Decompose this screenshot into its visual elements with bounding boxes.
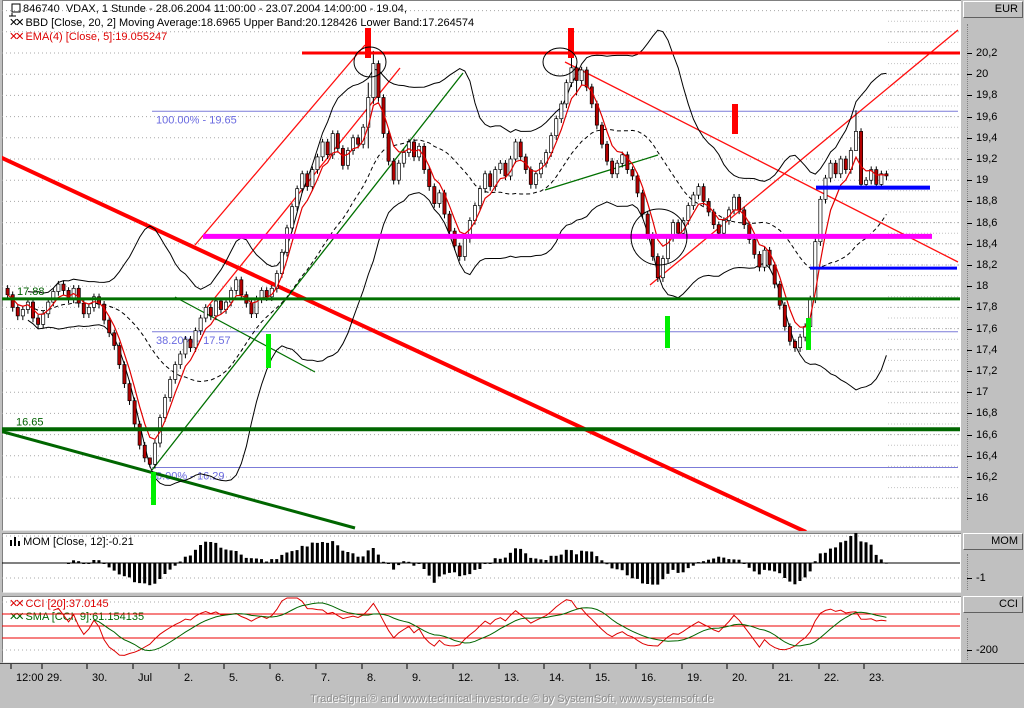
axis-tick-mark	[967, 117, 972, 118]
x-axis-label: 23.	[869, 672, 885, 684]
x-axis-label: 16.	[641, 672, 657, 684]
price-tick-label: 18,8	[976, 195, 998, 207]
price-tick-label: -200	[976, 644, 999, 656]
x-axis-label: 20.	[732, 672, 748, 684]
price-axis-panel[interactable]: EUR MOM CCI 20,2 20 19,8 19,6 19,4 19,2 19 18,8…	[962, 0, 1024, 663]
cci-indicator-label: ✕✕ CCI [20]:37.0145	[9, 598, 109, 610]
chart-title: 846740 VDAX, 1 Stunde - 28.06.2004 11:00…	[23, 3, 407, 15]
price-tick-label: 16,8	[976, 407, 998, 419]
axis-tick-mark	[967, 159, 972, 160]
price-tick-label: 19,4	[976, 132, 998, 144]
ema-indicator-label: ✕✕ EMA(4) [Close, 5]:19.055247	[9, 31, 168, 43]
x-axis-label: 29.	[47, 672, 63, 684]
histogram-icon	[10, 537, 20, 546]
axis-tick-mark	[967, 477, 972, 478]
cci-panel[interactable]: ✕✕ CCI [20]:37.0145 ✕✕ SMA [CCI, 9]:61.154…	[2, 596, 961, 663]
price-tick-label: 16	[976, 492, 989, 504]
sma-cci-indicator-label: ✕✕ SMA [CCI, 9]:61.154135	[9, 611, 145, 623]
x-axis-label: Jul	[138, 672, 153, 684]
axis-tick-mark	[967, 95, 972, 96]
axis-tick-mark	[967, 74, 972, 75]
axis-tick-mark	[967, 578, 972, 579]
x-axis-label: 22.	[824, 672, 840, 684]
x-axis-label: 30.	[92, 672, 108, 684]
price-tick-label: 18,2	[976, 259, 998, 271]
axis-tick-mark	[967, 371, 972, 372]
mom-indicator-label: MOM [Close, 12]:-0.21	[9, 536, 134, 548]
axis-tick-leader	[967, 24, 969, 520]
price-tick-label: 19	[976, 174, 989, 186]
mom-axis-label: MOM	[963, 533, 1023, 550]
axis-tick-leader	[967, 618, 969, 660]
x-axis-label: 21.	[778, 672, 794, 684]
indicator-icon: ✕✕	[9, 17, 25, 29]
status-bar: TradeSignal® and www.technical-investor.…	[0, 691, 1024, 708]
price-tick-label: 19,2	[976, 153, 998, 165]
indicator-icon: ✕✕	[9, 31, 25, 43]
axis-tick-mark	[967, 180, 972, 181]
price-tick-label: 20,2	[976, 47, 998, 59]
price-tick-label: 16,6	[976, 429, 998, 441]
currency-label: EUR	[963, 1, 1023, 18]
x-axis-label: 5.	[229, 672, 239, 684]
cci-axis-label: CCI	[963, 596, 1023, 613]
time-axis[interactable]: 12:00 29. 30. Jul 2. 5. 6. 7. 8. 9. 12. 13. 14. 15. 16…	[0, 663, 1024, 691]
x-axis-label: 8.	[367, 672, 377, 684]
axis-tick-mark	[967, 329, 972, 330]
price-tick-label: 16,2	[976, 471, 998, 483]
price-tick-label: 17,6	[976, 323, 998, 335]
price-tick-label: 19,6	[976, 111, 998, 123]
x-axis-label: 12:00	[16, 672, 44, 684]
axis-tick-mark	[967, 392, 972, 393]
indicator-icon: ✕✕	[9, 598, 25, 610]
axis-tick-mark	[967, 435, 972, 436]
price-chart-panel[interactable]: 846740 VDAX, 1 Stunde - 28.06.2004 11:00…	[2, 0, 961, 531]
axis-tick-mark	[967, 413, 972, 414]
bbd-indicator-label: ✕✕ BBD [Close, 20, 2] Moving Average:18.6…	[9, 17, 475, 29]
price-tick-label: 18,6	[976, 217, 998, 229]
axis-tick-mark	[967, 307, 972, 308]
x-axis-label: 9.	[412, 672, 422, 684]
price-tick-label: 18,4	[976, 238, 998, 250]
x-axis-label: 13.	[504, 672, 520, 684]
axis-tick-leader	[967, 554, 969, 590]
x-axis-label: 2.	[184, 672, 194, 684]
indicator-icon: ✕✕	[9, 611, 25, 623]
chart-window-icon	[9, 3, 21, 17]
x-axis-label: 19.	[687, 672, 703, 684]
axis-tick-mark	[967, 498, 972, 499]
price-tick-label: -1	[976, 572, 986, 584]
price-tick-label: 18	[976, 280, 989, 292]
price-tick-label: 17,4	[976, 344, 998, 356]
price-tick-label: 17,8	[976, 301, 998, 313]
price-tick-label: 17	[976, 386, 989, 398]
x-axis-label: 12.	[458, 672, 474, 684]
price-tick-label: 17,2	[976, 365, 998, 377]
x-axis-label: 14.	[549, 672, 565, 684]
price-tick-label: 16,4	[976, 450, 998, 462]
x-axis-label: 15.	[595, 672, 611, 684]
momentum-panel[interactable]: MOM [Close, 12]:-0.21	[2, 533, 961, 593]
axis-tick-mark	[967, 244, 972, 245]
axis-tick-mark	[967, 350, 972, 351]
axis-tick-mark	[967, 53, 972, 54]
price-tick-label: 20	[976, 68, 989, 80]
price-tick-label: 19,8	[976, 89, 998, 101]
axis-tick-mark	[967, 456, 972, 457]
x-axis-label: 7.	[321, 672, 331, 684]
axis-tick-mark	[967, 265, 972, 266]
x-axis-label: 6.	[275, 672, 285, 684]
axis-tick-mark	[967, 286, 972, 287]
axis-tick-mark	[967, 201, 972, 202]
axis-tick-mark	[967, 138, 972, 139]
axis-tick-mark	[967, 223, 972, 224]
axis-tick-mark	[967, 650, 972, 651]
